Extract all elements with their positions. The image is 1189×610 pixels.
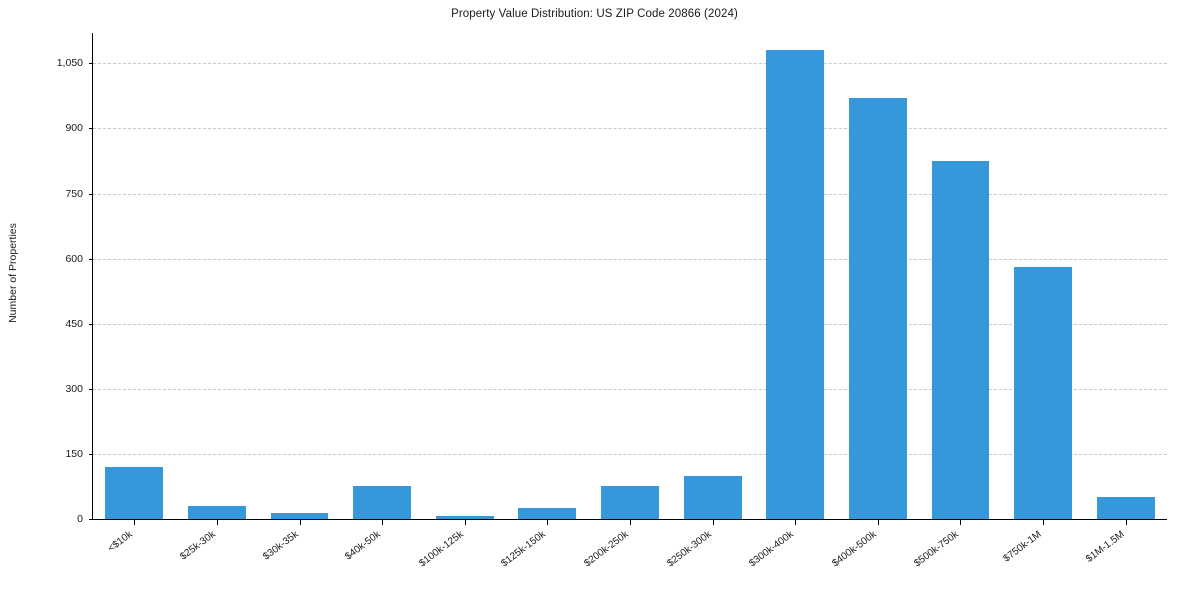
- x-tick-label: $1M-1.5M: [1083, 529, 1127, 565]
- bar: [188, 505, 246, 519]
- chart-title: Property Value Distribution: US ZIP Code…: [451, 8, 738, 20]
- x-tick-mark: [216, 520, 218, 525]
- y-axis-label: Number of Properties: [7, 223, 19, 323]
- bar: [601, 486, 659, 519]
- y-tick-mark: [89, 323, 93, 325]
- bar: [683, 475, 742, 519]
- x-tick-mark: [1125, 520, 1127, 525]
- y-gridline: [93, 193, 1167, 195]
- plot-area: 0 150 300 450 600 750 900 1,050: [57, 33, 1167, 525]
- x-tick-mark: [1043, 520, 1045, 525]
- x-tick-mark: [547, 520, 549, 525]
- bar: [766, 50, 825, 519]
- bar: [931, 161, 990, 519]
- bar: [1014, 267, 1072, 519]
- y-tick-label: 900: [65, 122, 83, 135]
- x-tick-mark: [299, 520, 301, 525]
- x-tick-mark: [630, 520, 631, 525]
- bar: [435, 515, 494, 519]
- x-tick-mark: [960, 520, 962, 525]
- y-tick-mark: [89, 388, 93, 390]
- y-tick-label: 0: [77, 513, 83, 525]
- bar: [270, 512, 329, 519]
- y-tick-label: 300: [65, 382, 83, 395]
- y-tick-mark: [89, 258, 93, 260]
- x-tick-mark: [795, 520, 797, 525]
- y-tick-mark: [89, 63, 93, 65]
- y-tick-mark: [89, 128, 93, 130]
- x-axis-ticks: <$10k $25k-30k $30k-35k $40k-50k $100k-125k $…: [93, 520, 1167, 590]
- y-gridline: [93, 63, 1167, 65]
- y-gridline: [93, 453, 1167, 455]
- bar: [353, 486, 412, 519]
- y-gridline: [93, 258, 1167, 260]
- bar: [1096, 497, 1155, 519]
- x-tick-mark: [134, 520, 136, 525]
- x-tick-mark: [877, 520, 879, 525]
- x-tick-mark: [712, 520, 714, 525]
- bar: [518, 508, 577, 519]
- y-tick-label: 750: [65, 187, 83, 200]
- x-tick-mark: [382, 520, 384, 525]
- y-tick-label: 600: [65, 252, 83, 265]
- y-gridline: [93, 323, 1167, 325]
- chart-figure: Property Value Distribution: US ZIP Code…: [7, 8, 1167, 590]
- y-axis-line: [92, 33, 93, 520]
- bar: [848, 98, 907, 519]
- y-gridline: [93, 388, 1167, 390]
- y-tick-label: 150: [65, 447, 83, 460]
- y-gridline: [93, 128, 1167, 130]
- x-axis-line: [93, 519, 1167, 520]
- x-tick-mark: [464, 520, 466, 525]
- y-tick-label: 1,050: [56, 57, 83, 70]
- y-tick-label: 450: [65, 317, 83, 330]
- y-tick-mark: [89, 453, 93, 455]
- y-tick-mark: [89, 519, 93, 520]
- bar: [105, 466, 164, 519]
- y-tick-mark: [89, 193, 93, 195]
